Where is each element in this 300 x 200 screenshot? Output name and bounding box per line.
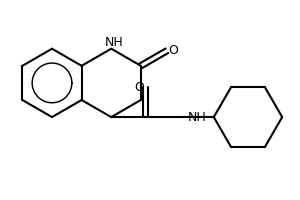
Text: NH: NH bbox=[188, 111, 207, 124]
Text: O: O bbox=[168, 44, 178, 57]
Text: NH: NH bbox=[104, 36, 123, 49]
Text: O: O bbox=[135, 81, 144, 94]
